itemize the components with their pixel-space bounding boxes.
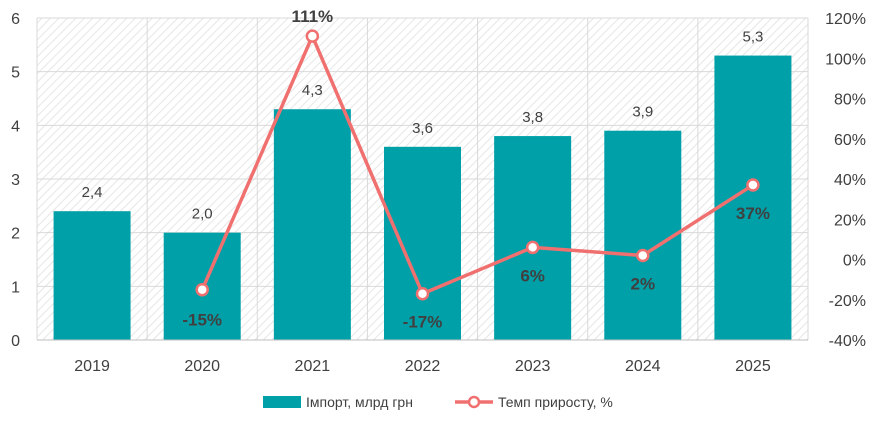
x-tick-label: 2025 [735, 358, 771, 375]
bar-data-label: 2,0 [192, 206, 213, 223]
bar-series [53, 55, 792, 341]
legend-label-bar: Імпорт, млрд грн [306, 394, 413, 410]
legend-label-line: Темп приросту, % [498, 394, 613, 410]
y-left-tick-label: 6 [11, 11, 20, 28]
line-data-label: -17% [403, 313, 443, 332]
x-tick-label: 2021 [295, 358, 331, 375]
line-data-label: 111% [292, 7, 334, 26]
bar [494, 136, 572, 340]
bar-data-label: 3,9 [632, 104, 653, 121]
y-right-tick-label: 80% [834, 92, 866, 109]
y-right-tick-label: 0% [843, 253, 866, 270]
bar [714, 55, 792, 341]
x-tick-label: 2022 [405, 358, 441, 375]
bar [384, 146, 461, 340]
axes: 0 1 2 3 4 5 6 -40% -20% 0% 20% 40% 60% 80% 100% 120% 201… [11, 11, 866, 375]
line-data-label: 2% [630, 274, 655, 293]
line-point [525, 240, 540, 255]
y-right-tick-label: 40% [834, 172, 866, 189]
bar-data-label: 5,3 [742, 29, 763, 46]
bar-data-label: 3,8 [522, 109, 543, 126]
y-right-tick-label: 60% [834, 132, 866, 149]
y-left-tick-label: 3 [11, 172, 20, 189]
line-data-label: 6% [520, 266, 545, 285]
y-left-tick-label: 4 [11, 118, 20, 135]
y-left-tick-label: 5 [11, 65, 20, 82]
legend: Імпорт, млрд грн Темп приросту, % [263, 394, 613, 410]
line-data-label: -15% [182, 311, 222, 330]
x-tick-label: 2024 [625, 358, 661, 375]
line-point [636, 248, 650, 263]
data-labels: 2,4 2,0 4,3 3,6 3,8 3,9 5,3 -15% 111% -17% 6% 2% 37% [82, 7, 770, 332]
x-tick-label: 2019 [74, 358, 110, 375]
line-point [195, 282, 209, 297]
line-data-label: 37% [736, 204, 770, 223]
legend-swatch-bar [263, 396, 301, 408]
line-point [415, 286, 430, 301]
y-right-tick-label: 20% [834, 212, 866, 229]
bar [604, 130, 682, 340]
y-right-tick-label: 120% [825, 11, 866, 28]
growth-line [200, 34, 754, 296]
line-point [305, 29, 320, 43]
bar-data-label: 4,3 [302, 82, 323, 99]
bar [53, 211, 131, 340]
y-left-tick-label: 2 [11, 226, 20, 243]
x-tick-label: 2023 [515, 358, 551, 375]
bar [273, 109, 351, 340]
bar-data-label: 3,6 [412, 120, 433, 137]
y-left-tick-label: 1 [11, 279, 20, 296]
y-right-tick-label: 100% [825, 51, 866, 68]
line-point [746, 178, 760, 192]
y-right-tick-label: -40% [829, 333, 866, 350]
line-series [195, 29, 760, 301]
x-tick-label: 2020 [184, 358, 220, 375]
legend-swatch-marker [467, 395, 481, 409]
y-right-tick-label: -20% [829, 293, 866, 310]
y-left-tick-label: 0 [11, 333, 20, 350]
bar-data-label: 2,4 [82, 184, 103, 201]
